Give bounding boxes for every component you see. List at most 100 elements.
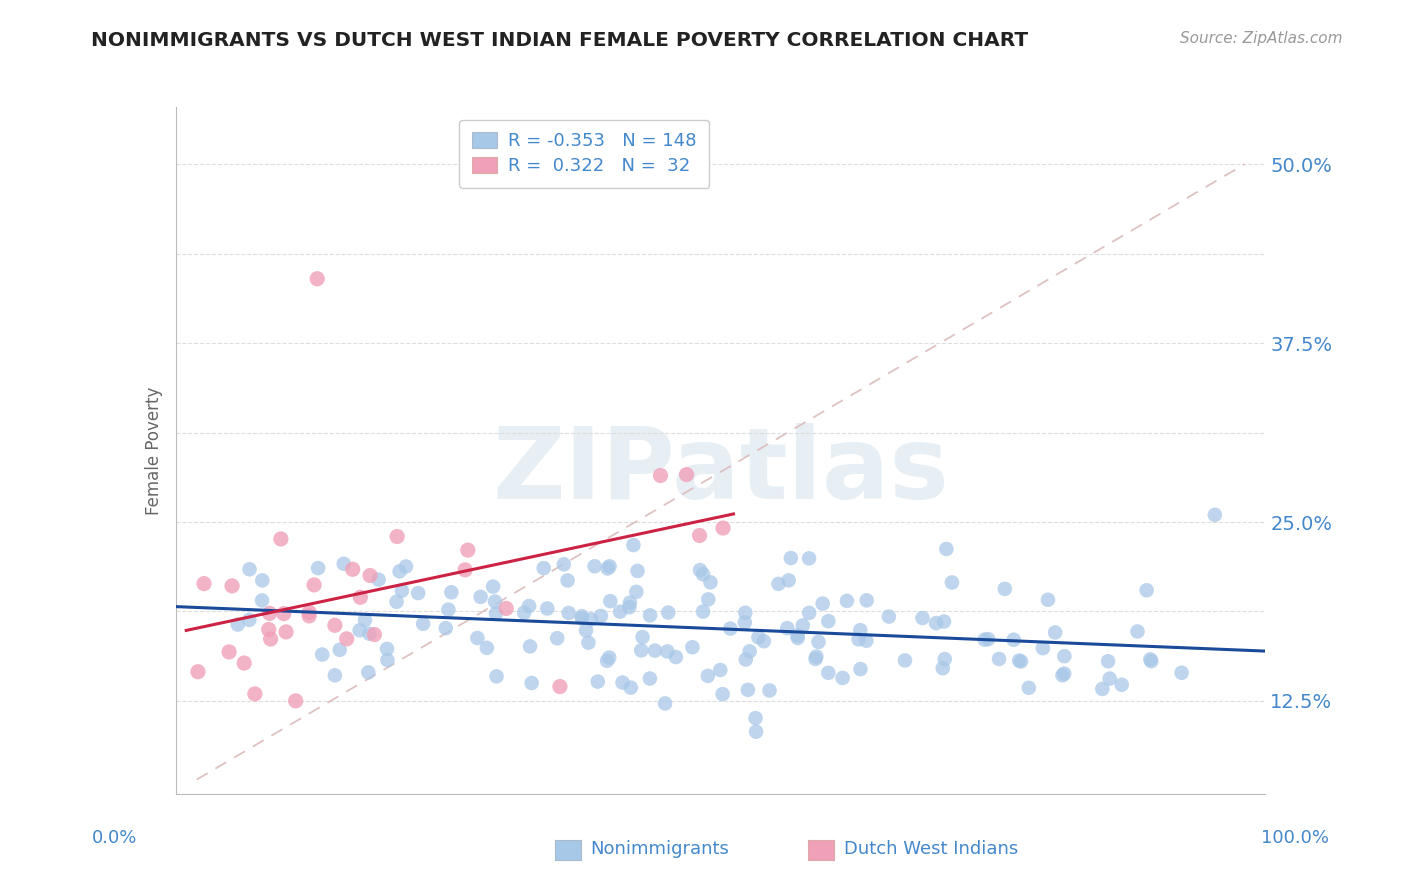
Point bbox=[1139, 652, 1161, 666]
Point bbox=[548, 680, 571, 694]
Point bbox=[778, 574, 800, 588]
Point bbox=[737, 682, 759, 697]
Point bbox=[619, 596, 641, 610]
Point bbox=[311, 648, 333, 662]
Point bbox=[758, 683, 780, 698]
Point bbox=[675, 467, 697, 482]
Y-axis label: Female Poverty: Female Poverty bbox=[145, 386, 163, 515]
Point bbox=[377, 653, 399, 667]
Point bbox=[238, 562, 260, 576]
Point bbox=[619, 600, 641, 615]
Point bbox=[807, 635, 830, 649]
Point bbox=[302, 578, 325, 592]
Point bbox=[692, 605, 714, 619]
Point bbox=[385, 529, 408, 543]
Point bbox=[575, 624, 598, 638]
Text: 100.0%: 100.0% bbox=[1261, 830, 1329, 847]
Point bbox=[367, 573, 389, 587]
Point bbox=[934, 652, 956, 666]
Point bbox=[752, 634, 775, 648]
Point bbox=[557, 606, 579, 620]
Point bbox=[193, 576, 215, 591]
Point bbox=[831, 671, 853, 685]
Point bbox=[332, 557, 354, 571]
Point bbox=[1036, 592, 1059, 607]
Point bbox=[699, 575, 721, 590]
Point bbox=[221, 579, 243, 593]
Point bbox=[692, 567, 714, 582]
Point bbox=[977, 632, 1000, 647]
Point bbox=[747, 631, 769, 645]
Point bbox=[250, 593, 273, 607]
Point bbox=[1098, 672, 1121, 686]
Point bbox=[596, 561, 619, 575]
Point bbox=[709, 663, 731, 677]
Point bbox=[877, 609, 900, 624]
Point bbox=[589, 608, 612, 623]
Point bbox=[323, 668, 346, 682]
Point bbox=[1111, 678, 1133, 692]
Point bbox=[988, 652, 1011, 666]
Text: Nonimmigrants: Nonimmigrants bbox=[591, 840, 730, 858]
Point bbox=[718, 622, 741, 636]
Point bbox=[375, 641, 398, 656]
Point bbox=[495, 601, 517, 615]
Point bbox=[855, 633, 877, 648]
Point bbox=[776, 621, 799, 635]
Point bbox=[779, 551, 801, 566]
Point bbox=[357, 665, 380, 680]
Point bbox=[973, 632, 995, 647]
Point bbox=[1053, 649, 1076, 664]
Point bbox=[359, 568, 381, 582]
Point bbox=[1043, 625, 1066, 640]
Point bbox=[620, 681, 643, 695]
Point bbox=[697, 592, 720, 607]
Point bbox=[259, 607, 281, 621]
Point bbox=[440, 585, 463, 599]
Point bbox=[786, 628, 808, 642]
Point bbox=[257, 623, 280, 637]
Point bbox=[583, 559, 606, 574]
Point bbox=[734, 606, 756, 620]
Point bbox=[654, 697, 676, 711]
Point bbox=[768, 577, 790, 591]
Point bbox=[1032, 641, 1054, 656]
Point bbox=[1053, 666, 1076, 681]
Point bbox=[598, 650, 620, 665]
Point bbox=[894, 653, 917, 667]
Point bbox=[457, 543, 479, 558]
Point bbox=[571, 611, 593, 625]
Point bbox=[485, 669, 508, 683]
Point bbox=[932, 615, 955, 629]
Point bbox=[1052, 668, 1074, 682]
Point bbox=[482, 580, 505, 594]
Point bbox=[323, 618, 346, 632]
Point bbox=[817, 665, 839, 680]
Point bbox=[638, 672, 661, 686]
Point bbox=[1018, 681, 1040, 695]
Point bbox=[187, 665, 209, 679]
Point bbox=[546, 632, 568, 646]
Point bbox=[631, 630, 654, 644]
Point bbox=[226, 617, 249, 632]
Point bbox=[273, 607, 295, 621]
Point bbox=[533, 561, 555, 575]
Point bbox=[599, 559, 621, 574]
Point bbox=[349, 591, 371, 605]
Point bbox=[994, 582, 1017, 596]
Point bbox=[745, 724, 768, 739]
Point bbox=[274, 624, 297, 639]
Point bbox=[711, 687, 734, 701]
Point bbox=[336, 632, 359, 646]
Point bbox=[395, 559, 418, 574]
Point bbox=[238, 613, 260, 627]
Point bbox=[1008, 654, 1031, 668]
Point bbox=[817, 614, 839, 628]
Point bbox=[233, 656, 256, 670]
Point bbox=[259, 632, 281, 646]
Text: ZIPatlas: ZIPatlas bbox=[492, 423, 949, 519]
Point bbox=[657, 606, 679, 620]
Point bbox=[470, 590, 492, 604]
Point bbox=[738, 644, 761, 658]
Point bbox=[644, 643, 666, 657]
